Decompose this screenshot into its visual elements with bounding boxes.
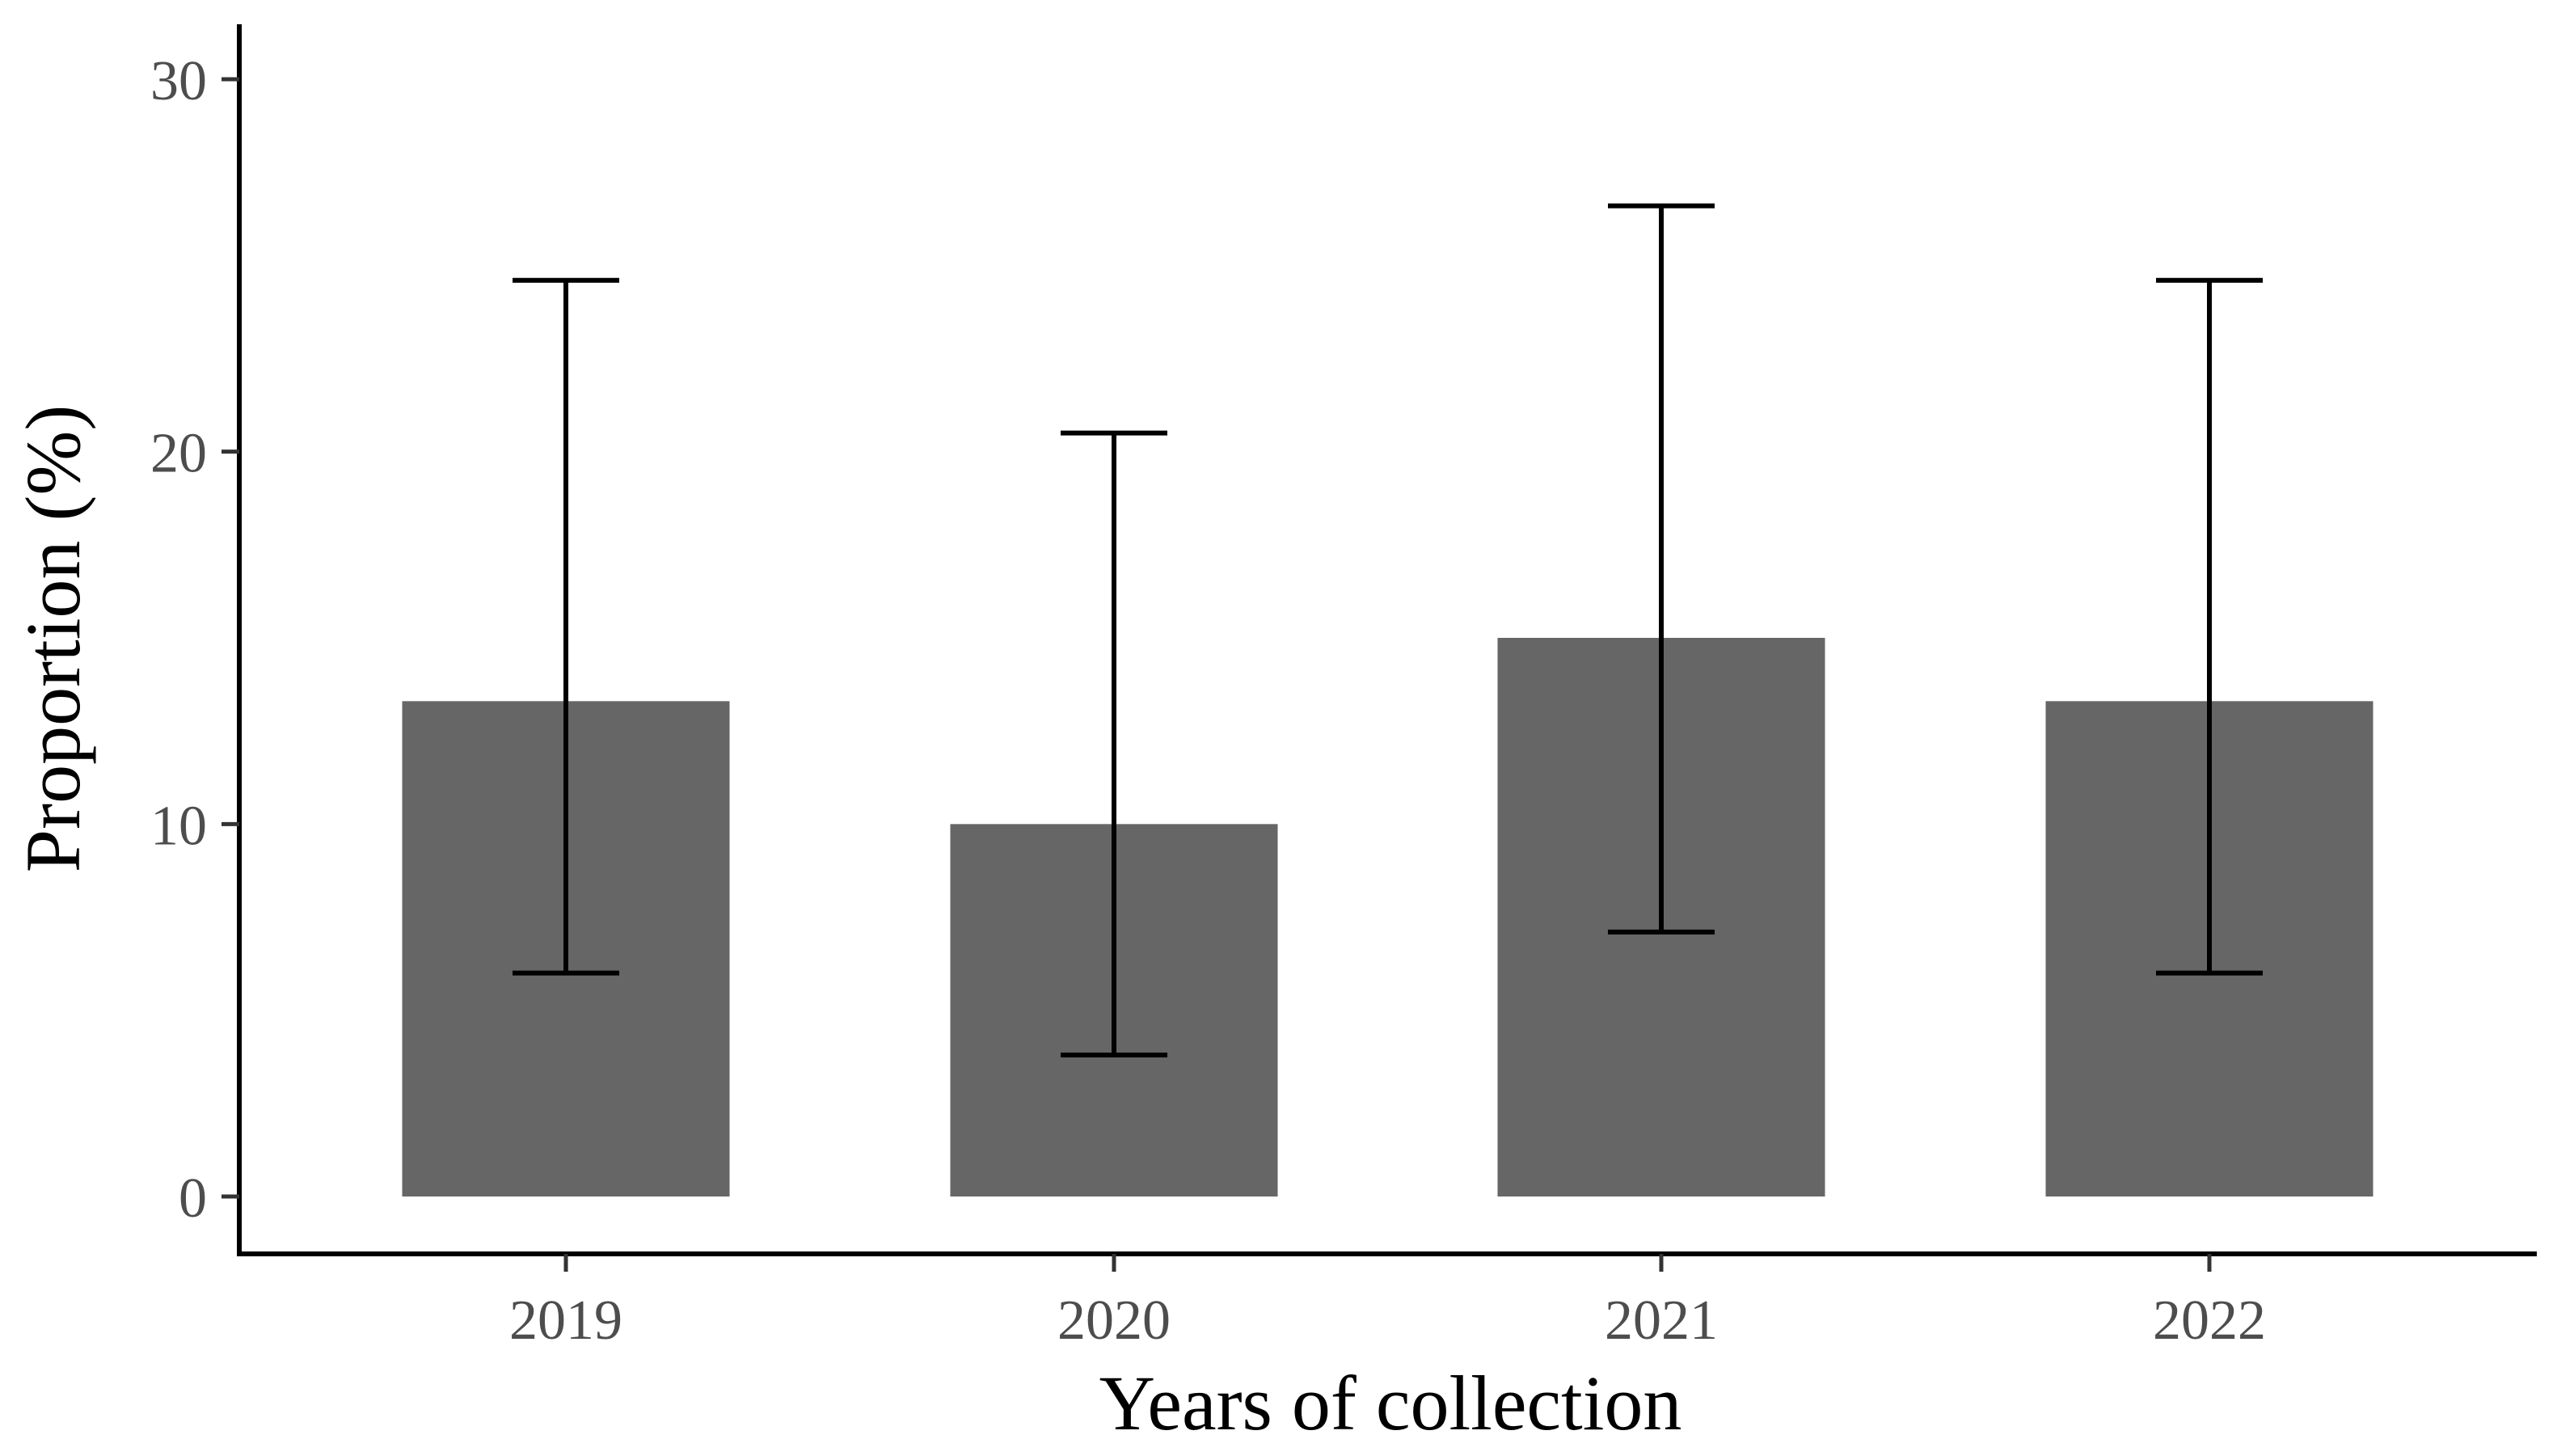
x-tick-label: 2021 xyxy=(1605,1289,1718,1352)
axes-layer: 0 10 20 30 2019 2020 2021 2022 xyxy=(150,24,2537,1352)
y-tick-label: 0 xyxy=(179,1167,207,1230)
x-tick-label: 2020 xyxy=(1057,1289,1171,1352)
y-tick-label: 10 xyxy=(150,795,207,857)
x-tick-label: 2019 xyxy=(509,1289,622,1352)
y-tick-label: 30 xyxy=(150,50,207,112)
bars-layer xyxy=(402,638,2373,1196)
y-axis-title: Proportion (%) xyxy=(10,405,96,873)
x-axis-title: Years of collection xyxy=(1099,1360,1682,1446)
error-bars-layer xyxy=(513,203,2263,1057)
y-tick-label: 20 xyxy=(150,423,207,485)
x-tick-label: 2022 xyxy=(2153,1289,2266,1352)
